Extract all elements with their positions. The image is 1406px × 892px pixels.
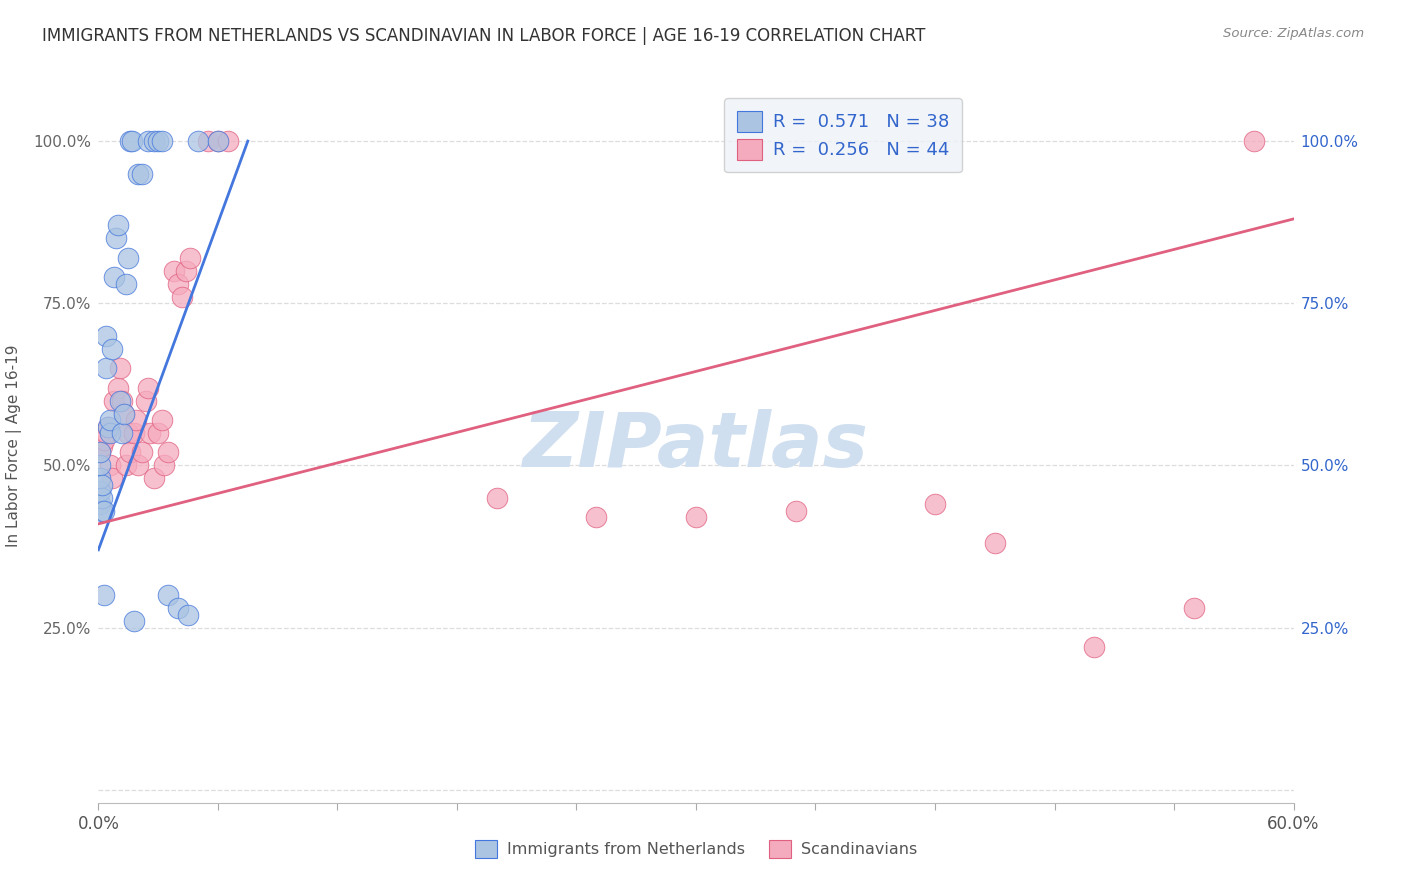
Point (924, 497, 946, 511)
Point (97, 419, 120, 434)
Point (89, 445, 111, 459)
Point (150, 413, 173, 427)
Point (112, 407, 135, 421)
Point (167, 601, 190, 615)
Point (117, 251, 139, 265)
Point (110, 361, 132, 376)
Point (135, 393, 157, 408)
Point (163, 264, 186, 278)
Point (143, 471, 166, 485)
Point (207, 134, 229, 148)
Point (100, 458, 122, 473)
Point (148, 134, 170, 148)
Point (172, 290, 194, 304)
Point (107, 219, 129, 233)
Point (100, 413, 122, 427)
Text: Source: ZipAtlas.com: Source: ZipAtlas.com (1223, 27, 1364, 40)
Point (96, 328, 118, 343)
Text: ZIPatlas: ZIPatlas (523, 409, 869, 483)
Point (585, 510, 607, 524)
Point (89, 445, 111, 459)
Point (96, 425, 118, 440)
Point (685, 510, 707, 524)
Text: IMMIGRANTS FROM NETHERLANDS VS SCANDINAVIAN IN LABOR FORCE | AGE 16-19 CORRELATI: IMMIGRANTS FROM NETHERLANDS VS SCANDINAV… (42, 27, 925, 45)
Point (177, 607, 200, 622)
Point (131, 167, 153, 181)
Point (101, 471, 124, 485)
Point (112, 407, 135, 421)
Point (136, 381, 159, 395)
Point (167, 277, 190, 291)
Point (125, 413, 148, 427)
Point (197, 134, 219, 148)
Point (148, 425, 170, 440)
Point (101, 342, 124, 356)
Point (150, 134, 173, 148)
Legend: Immigrants from Netherlands, Scandinavians: Immigrants from Netherlands, Scandinavia… (467, 831, 925, 866)
Point (105, 231, 128, 245)
Point (124, 614, 146, 628)
Point (111, 425, 134, 440)
Point (103, 393, 125, 408)
Point (115, 277, 138, 291)
Y-axis label: In Labor Force | Age 16-19: In Labor Force | Age 16-19 (7, 344, 22, 548)
Point (785, 504, 807, 518)
Point (1083, 640, 1105, 654)
Point (153, 458, 176, 473)
Point (96, 361, 118, 376)
Point (91, 439, 114, 453)
Point (157, 588, 180, 602)
Point (1182, 601, 1205, 615)
Point (110, 393, 132, 408)
Point (89, 471, 111, 485)
Point (139, 425, 162, 440)
Point (120, 445, 142, 459)
Point (174, 264, 197, 278)
Point (89, 497, 111, 511)
Point (89, 484, 111, 499)
Point (136, 134, 159, 148)
Point (207, 134, 229, 148)
Point (115, 458, 138, 473)
Point (117, 425, 139, 440)
Point (124, 425, 146, 440)
Point (1243, 134, 1265, 148)
Point (121, 134, 143, 148)
Point (91, 478, 114, 492)
Point (984, 536, 1007, 550)
Point (111, 393, 134, 408)
Point (131, 445, 153, 459)
Point (91, 504, 114, 518)
Point (179, 251, 201, 265)
Point (127, 458, 149, 473)
Point (97, 419, 120, 434)
Point (485, 491, 508, 505)
Point (217, 134, 239, 148)
Point (91, 491, 114, 505)
Point (187, 134, 209, 148)
Point (120, 134, 142, 148)
Point (93, 433, 115, 447)
Point (93, 504, 115, 518)
Point (100, 425, 122, 440)
Point (143, 134, 166, 148)
Point (127, 167, 149, 181)
Point (93, 588, 115, 602)
Point (157, 445, 180, 459)
Point (107, 381, 129, 395)
Point (89, 458, 111, 473)
Point (103, 270, 125, 285)
